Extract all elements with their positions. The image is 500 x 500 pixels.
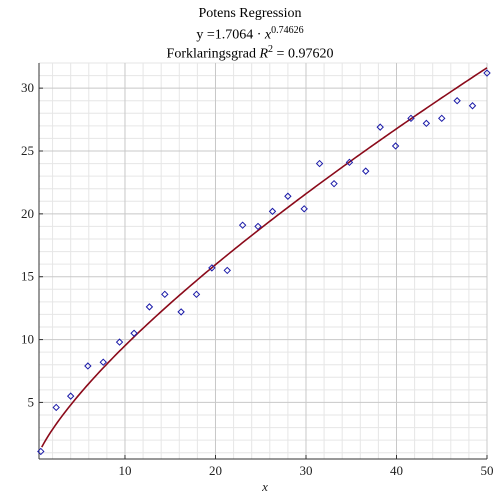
- data-point: [130, 329, 138, 337]
- r2-prefix: Forklaringsgrad: [166, 46, 260, 62]
- data-point: [330, 179, 338, 188]
- data-point: [422, 119, 431, 128]
- data-point: [468, 102, 477, 110]
- x-axis-label: x: [261, 479, 268, 494]
- data-point: [52, 403, 60, 412]
- data-point: [99, 358, 107, 366]
- data-point: [223, 266, 231, 275]
- y-tick-label: 20: [21, 206, 34, 221]
- equation-variable: x: [264, 27, 272, 43]
- data-point: [345, 158, 354, 167]
- data-point: [376, 123, 384, 131]
- data-point: [115, 338, 124, 346]
- y-tick-label: 5: [28, 394, 35, 409]
- data-point: [254, 222, 262, 231]
- data-point: [268, 207, 277, 216]
- x-tick-label: 50: [481, 463, 494, 478]
- equation-lhs: y =: [196, 27, 215, 43]
- data-point: [391, 142, 400, 150]
- data-point: [208, 264, 216, 272]
- grid-lines: [39, 62, 488, 459]
- equation-dot: ·: [253, 27, 265, 43]
- y-tick-label: 10: [21, 332, 34, 347]
- y-tick-label: 25: [21, 143, 34, 158]
- chart-equation: y =1.7064 · x0.74626: [0, 23, 500, 44]
- chart-title: Potens Regression: [198, 6, 302, 21]
- chart-r-squared: Forklaringsgrad R2 = 0.97620: [0, 42, 500, 63]
- equation-coefficient: 1.7064: [214, 27, 254, 43]
- tick-labels: 10 20 30 40 50 5 10 15 20 25 30: [21, 80, 494, 478]
- data-point: [453, 97, 461, 105]
- data-point: [300, 205, 308, 213]
- data-point: [483, 69, 491, 77]
- data-point: [145, 303, 154, 311]
- data-point: [284, 192, 292, 200]
- data-point: [177, 308, 185, 316]
- x-tick-label: 30: [299, 463, 312, 478]
- axes: [38, 63, 488, 460]
- data-point: [66, 392, 75, 400]
- x-tick-label: 10: [118, 463, 131, 478]
- data-point: [161, 290, 169, 299]
- data-point: [238, 221, 247, 229]
- x-tick-label: 20: [209, 463, 222, 478]
- r2-superscript: 2: [268, 44, 274, 55]
- data-point: [407, 114, 415, 123]
- y-tick-label: 15: [21, 269, 34, 284]
- data-point: [84, 362, 92, 370]
- equation-exponent: 0.74626: [271, 25, 304, 36]
- data-point: [362, 167, 370, 175]
- data-point: [192, 290, 201, 299]
- data-point: [438, 114, 446, 123]
- data-point: [37, 447, 45, 456]
- y-tick-label: 30: [21, 80, 34, 95]
- data-points: [37, 69, 491, 456]
- r2-variable: R: [259, 46, 269, 62]
- x-tick-label: 40: [390, 463, 403, 478]
- r2-value: = 0.97620: [273, 46, 334, 62]
- data-point: [315, 159, 324, 168]
